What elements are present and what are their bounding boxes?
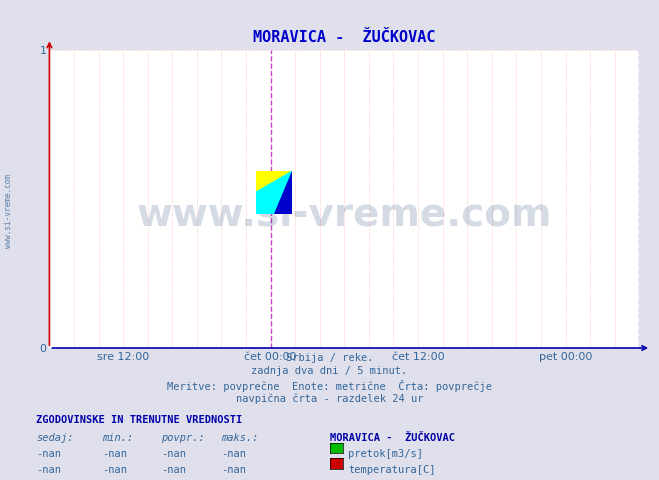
Text: navpična črta - razdelek 24 ur: navpična črta - razdelek 24 ur [236, 393, 423, 404]
Text: -nan: -nan [36, 465, 61, 475]
Polygon shape [256, 171, 292, 192]
Title: MORAVICA -  ŽUČKOVAC: MORAVICA - ŽUČKOVAC [253, 30, 436, 45]
Text: min.:: min.: [102, 433, 133, 444]
Text: Meritve: povprečne  Enote: metrične  Črta: povprečje: Meritve: povprečne Enote: metrične Črta:… [167, 380, 492, 392]
Text: pretok[m3/s]: pretok[m3/s] [348, 449, 423, 459]
Text: -nan: -nan [36, 449, 61, 459]
Text: www.si-vreme.com: www.si-vreme.com [136, 195, 552, 233]
Text: MORAVICA -  ŽUČKOVAC: MORAVICA - ŽUČKOVAC [330, 433, 455, 444]
Text: -nan: -nan [102, 465, 127, 475]
Text: sedaj:: sedaj: [36, 433, 74, 444]
Polygon shape [256, 171, 292, 214]
Text: -nan: -nan [161, 449, 186, 459]
Text: ZGODOVINSKE IN TRENUTNE VREDNOSTI: ZGODOVINSKE IN TRENUTNE VREDNOSTI [36, 415, 243, 425]
Text: -nan: -nan [221, 449, 246, 459]
Text: -nan: -nan [102, 449, 127, 459]
Text: -nan: -nan [161, 465, 186, 475]
Text: temperatura[C]: temperatura[C] [348, 465, 436, 475]
Text: www.si-vreme.com: www.si-vreme.com [4, 174, 13, 248]
Text: povpr.:: povpr.: [161, 433, 205, 444]
Text: -nan: -nan [221, 465, 246, 475]
Text: maks.:: maks.: [221, 433, 258, 444]
Text: Srbija / reke.: Srbija / reke. [286, 353, 373, 363]
Text: zadnja dva dni / 5 minut.: zadnja dva dni / 5 minut. [251, 366, 408, 376]
Polygon shape [274, 171, 292, 214]
